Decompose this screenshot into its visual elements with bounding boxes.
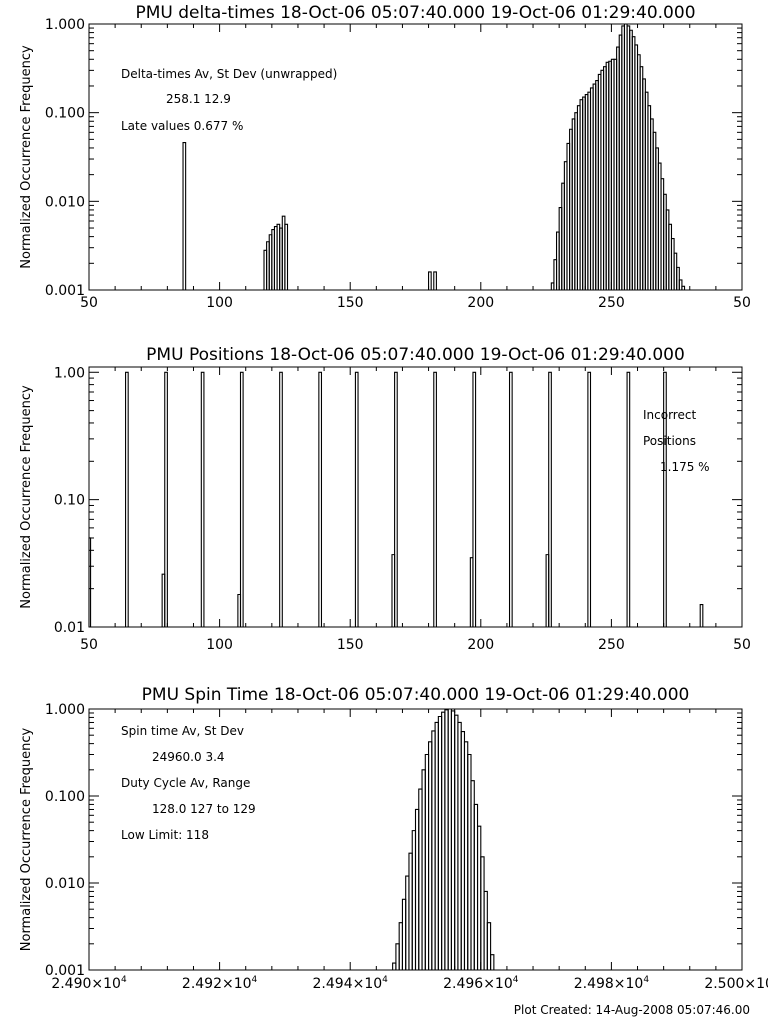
histogram-bin: [699, 604, 704, 627]
histogram-bin: [678, 279, 683, 290]
annotation-text: Duty Cycle Av, Range: [121, 776, 250, 790]
annotation-text: 24960.0 3.4: [152, 750, 225, 764]
annotation-block: Spin time Av, St Dev 24960.0 3.4 Duty Cycl…: [121, 724, 256, 842]
x-tick-label: 200: [467, 295, 494, 311]
histogram-bins: [182, 23, 686, 290]
annotation-text: Incorrect: [643, 408, 696, 422]
chart-title: PMU Positions 18-Oct-06 05:07:40.000 19-…: [146, 345, 685, 365]
x-tick-label: 2.496×104: [443, 975, 519, 992]
x-axis: 50 100 150 200 250 50: [80, 367, 751, 653]
annotation-block: Incorrect Positions 1.175 %: [643, 408, 710, 474]
x-tick-label: 50: [80, 295, 98, 311]
y-tick-label: 0.010: [45, 876, 85, 892]
x-tick-label: 100: [206, 637, 233, 653]
histogram-bin: [284, 223, 289, 290]
histogram-bin: [626, 371, 631, 627]
annotation-text: Low Limit: 118: [121, 828, 209, 842]
y-tick-label: 1.000: [45, 17, 85, 33]
plot-frame: [88, 23, 743, 291]
y-tick-label: 1.000: [45, 702, 85, 718]
histogram-bin: [200, 371, 205, 627]
x-tick-label: 2.494×104: [313, 975, 389, 992]
x-tick-label: 100: [206, 295, 233, 311]
x-tick-label: 2.492×104: [182, 975, 258, 992]
y-axis: 0.001 0.010 0.100 1.000: [45, 17, 742, 299]
chart-panel-2: PMU Positions 18-Oct-06 05:07:40.000 19-…: [19, 345, 751, 653]
histogram-bin: [394, 371, 398, 627]
annotation-text: 1.175 %: [660, 460, 710, 474]
x-tick-label: 2.500×104: [704, 975, 768, 992]
annotation-text: 128.0 127 to 129: [152, 802, 256, 816]
y-axis-label: Normalized Occurrence Frequency: [19, 385, 34, 609]
x-tick-label: 2.498×104: [574, 975, 650, 992]
chart-title: PMU delta-times 18-Oct-06 05:07:40.000 1…: [135, 3, 695, 23]
y-tick-label: 0.10: [54, 493, 85, 509]
histogram-bin: [428, 271, 432, 290]
histogram-bin: [472, 371, 477, 627]
chart-panel-1: PMU delta-times 18-Oct-06 05:07:40.000 1…: [19, 3, 751, 311]
x-tick-label: 150: [337, 637, 364, 653]
plot-frame: [88, 366, 743, 628]
y-axis-label: Normalized Occurrence Frequency: [19, 727, 34, 951]
histogram-bin: [164, 371, 168, 627]
annotation-text: 258.1 12.9: [166, 92, 231, 106]
y-axis-label: Normalized Occurrence Frequency: [19, 45, 34, 269]
histogram-bin: [587, 371, 592, 627]
histogram-bin: [279, 371, 283, 627]
y-axis: 0.001 0.010 0.100 1.000: [45, 702, 742, 979]
plot-created-footer: Plot Created: 14-Aug-2008 05:07:46.00: [514, 1003, 750, 1017]
histogram-bin: [490, 954, 495, 970]
histogram-bin: [676, 266, 680, 290]
annotation-text: Spin time Av, St Dev: [121, 724, 244, 738]
x-tick-label: 50: [733, 295, 751, 311]
histogram-bin: [663, 371, 667, 627]
annotation-block: Delta-times Av, St Dev (unwrapped) 258.1 …: [121, 67, 337, 133]
annotation-text: Delta-times Av, St Dev (unwrapped): [121, 67, 337, 81]
chart-title: PMU Spin Time 18-Oct-06 05:07:40.000 19-…: [142, 685, 690, 705]
histogram-bin: [125, 371, 129, 627]
y-tick-label: 0.100: [45, 106, 85, 122]
x-tick-label: 50: [733, 637, 751, 653]
histogram-bin: [508, 371, 513, 627]
y-tick-label: 1.00: [54, 365, 85, 381]
y-tick-label: 0.001: [45, 283, 85, 299]
x-tick-label: 2.490×104: [51, 975, 127, 992]
x-tick-label: 200: [467, 637, 494, 653]
x-tick-label: 150: [337, 295, 364, 311]
y-tick-label: 0.100: [45, 789, 85, 805]
annotation-text: Positions: [643, 434, 696, 448]
histogram-bin: [433, 371, 437, 627]
histogram-bins: [88, 371, 704, 627]
x-tick-label: 50: [80, 637, 98, 653]
histogram-bin: [318, 371, 323, 627]
x-axis: 2.490×104 2.492×104 2.494×104 2.496×104 2.49…: [51, 709, 768, 992]
histogram-bins: [392, 708, 495, 970]
y-tick-label: 0.010: [45, 194, 85, 210]
histogram-bin: [354, 371, 359, 627]
histogram-bin: [239, 371, 244, 627]
histogram-bin: [548, 371, 552, 627]
x-tick-label: 250: [598, 295, 625, 311]
histogram-bin: [681, 285, 686, 290]
histogram-bin: [486, 922, 492, 970]
y-tick-label: 0.01: [54, 620, 85, 636]
x-tick-label: 250: [598, 637, 625, 653]
x-axis: 50 100 150 200 250 50: [80, 24, 751, 311]
annotation-text: Late values 0.677 %: [121, 119, 243, 133]
y-tick-label: 0.001: [45, 963, 85, 979]
chart-panel-3: PMU Spin Time 18-Oct-06 05:07:40.000 19-…: [19, 685, 768, 992]
plot-frame: [88, 708, 743, 971]
histogram-bin: [433, 271, 437, 290]
y-axis: 0.01 0.10 1.00: [54, 365, 742, 636]
histogram-bin: [182, 142, 187, 290]
